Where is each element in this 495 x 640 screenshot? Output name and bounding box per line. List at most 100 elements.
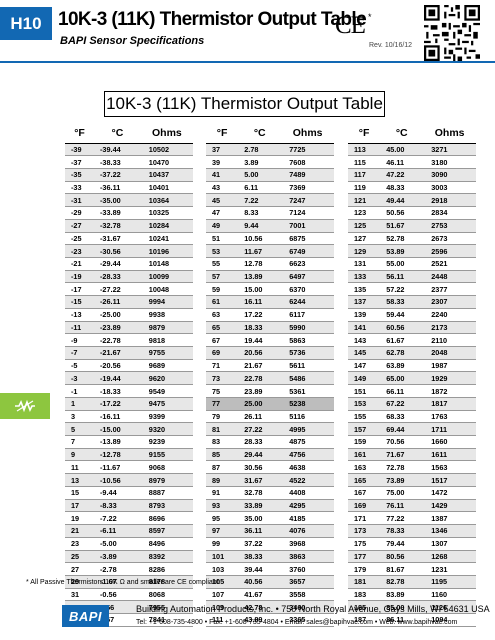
table-row: 125 51.67 2753 bbox=[348, 219, 476, 232]
cell-fahrenheit: -25 bbox=[65, 232, 94, 245]
table-row: 71 21.67 5611 bbox=[206, 359, 334, 372]
cell-ohms: 10241 bbox=[141, 232, 193, 245]
cell-fahrenheit: -39 bbox=[65, 143, 94, 156]
table-row: 89 31.67 4522 bbox=[206, 474, 334, 487]
cell-celsius: -16.11 bbox=[94, 410, 141, 423]
cell-ohms: 2521 bbox=[423, 257, 476, 270]
table-row: -5 -20.56 9689 bbox=[65, 359, 193, 372]
cell-fahrenheit: 1 bbox=[65, 397, 94, 410]
table-row: 167 75.00 1472 bbox=[348, 486, 476, 499]
cell-fahrenheit: 21 bbox=[65, 525, 94, 538]
cell-ohms: 8496 bbox=[141, 537, 193, 550]
cell-ohms: 3558 bbox=[281, 588, 334, 601]
cell-ohms: 9620 bbox=[141, 372, 193, 385]
cell-fahrenheit: 39 bbox=[206, 156, 238, 169]
cell-fahrenheit: -21 bbox=[65, 257, 94, 270]
cell-celsius: 75.00 bbox=[380, 486, 423, 499]
table-row: -7 -21.67 9755 bbox=[65, 347, 193, 360]
cell-ohms: 5361 bbox=[281, 385, 334, 398]
table-row: -29 -33.89 10325 bbox=[65, 207, 193, 220]
cell-fahrenheit: 127 bbox=[348, 232, 380, 245]
table-row: 181 82.78 1195 bbox=[348, 575, 476, 588]
cell-fahrenheit: 3 bbox=[65, 410, 94, 423]
cell-ohms: 8887 bbox=[141, 486, 193, 499]
cell-fahrenheit: 141 bbox=[348, 321, 380, 334]
cell-fahrenheit: 75 bbox=[206, 385, 238, 398]
table-row: 49 9.44 7001 bbox=[206, 219, 334, 232]
cell-fahrenheit: 95 bbox=[206, 512, 238, 525]
table-row: -35 -37.22 10437 bbox=[65, 168, 193, 181]
cell-fahrenheit: 121 bbox=[348, 194, 380, 207]
cell-fahrenheit: 77 bbox=[206, 397, 238, 410]
cell-fahrenheit: -1 bbox=[65, 385, 94, 398]
cell-ohms: 9155 bbox=[141, 448, 193, 461]
cell-celsius: -39.44 bbox=[94, 143, 141, 156]
table-row: 123 50.56 2834 bbox=[348, 207, 476, 220]
table-row: 159 70.56 1660 bbox=[348, 436, 476, 449]
cell-ohms: 5116 bbox=[281, 410, 334, 423]
cell-celsius: -33.89 bbox=[94, 207, 141, 220]
table-row: 43 6.11 7369 bbox=[206, 181, 334, 194]
table-row: 139 59.44 2240 bbox=[348, 308, 476, 321]
cell-fahrenheit: 69 bbox=[206, 347, 238, 360]
cell-fahrenheit: 157 bbox=[348, 423, 380, 436]
cell-ohms: 9320 bbox=[141, 423, 193, 436]
table-row: 137 58.33 2307 bbox=[348, 296, 476, 309]
table-row: 17 -8.33 8793 bbox=[65, 499, 193, 512]
table-row: -19 -28.33 10099 bbox=[65, 270, 193, 283]
cell-celsius: 39.44 bbox=[238, 563, 281, 576]
cell-celsius: 77.22 bbox=[380, 512, 423, 525]
cell-ohms: 7247 bbox=[281, 194, 334, 207]
cell-ohms: 10284 bbox=[141, 219, 193, 232]
cell-celsius: -6.11 bbox=[94, 525, 141, 538]
cell-fahrenheit: -23 bbox=[65, 245, 94, 258]
cell-ohms: 3760 bbox=[281, 563, 334, 576]
table-row: -37 -38.33 10470 bbox=[65, 156, 193, 169]
cell-ohms: 8793 bbox=[141, 499, 193, 512]
table-row: 41 5.00 7489 bbox=[206, 168, 334, 181]
cell-fahrenheit: -29 bbox=[65, 207, 94, 220]
cell-ohms: 5611 bbox=[281, 359, 334, 372]
cell-celsius: 58.33 bbox=[380, 296, 423, 309]
cell-ohms: 7608 bbox=[281, 156, 334, 169]
cell-fahrenheit: 51 bbox=[206, 232, 238, 245]
cell-fahrenheit: 161 bbox=[348, 448, 380, 461]
column-header-ohms: Ohms bbox=[281, 124, 334, 143]
cell-celsius: -35.00 bbox=[94, 194, 141, 207]
cell-celsius: 50.56 bbox=[380, 207, 423, 220]
table-row: 127 52.78 2673 bbox=[348, 232, 476, 245]
cell-fahrenheit: 81 bbox=[206, 423, 238, 436]
cell-celsius: 9.44 bbox=[238, 219, 281, 232]
cell-ohms: 9755 bbox=[141, 347, 193, 360]
cell-celsius: 16.11 bbox=[238, 296, 281, 309]
cell-fahrenheit: 93 bbox=[206, 499, 238, 512]
cell-fahrenheit: 137 bbox=[348, 296, 380, 309]
table-group-3: °F °C Ohms 113 45.00 3271 115 46.11 3180 117 47… bbox=[348, 124, 476, 627]
table-row: -25 -31.67 10241 bbox=[65, 232, 193, 245]
cell-celsius: 31.67 bbox=[238, 474, 281, 487]
table-row: -23 -30.56 10196 bbox=[65, 245, 193, 258]
cell-celsius: 29.44 bbox=[238, 448, 281, 461]
table-row: 135 57.22 2377 bbox=[348, 283, 476, 296]
footer-contact: Tel: +1-608-735-4800 • Fax: +1-608-735-4… bbox=[136, 619, 457, 626]
cell-ohms: 9475 bbox=[141, 397, 193, 410]
cell-fahrenheit: 125 bbox=[348, 219, 380, 232]
cell-ohms: 1231 bbox=[423, 563, 476, 576]
cell-fahrenheit: 129 bbox=[348, 245, 380, 258]
cell-ohms: 3271 bbox=[423, 143, 476, 156]
cell-celsius: 61.67 bbox=[380, 334, 423, 347]
cell-celsius: -32.78 bbox=[94, 219, 141, 232]
table-row: 55 12.78 6623 bbox=[206, 257, 334, 270]
table-row: -39 -39.44 10502 bbox=[65, 143, 193, 156]
table-row: 27 -2.78 8286 bbox=[65, 563, 193, 576]
cell-celsius: 20.56 bbox=[238, 347, 281, 360]
cell-fahrenheit: -27 bbox=[65, 219, 94, 232]
cell-ohms: 1195 bbox=[423, 575, 476, 588]
column-header-f: °F bbox=[348, 124, 380, 143]
cell-fahrenheit: 53 bbox=[206, 245, 238, 258]
cell-ohms: 4185 bbox=[281, 512, 334, 525]
cell-fahrenheit: -35 bbox=[65, 168, 94, 181]
cell-fahrenheit: 171 bbox=[348, 512, 380, 525]
cell-celsius: 13.89 bbox=[238, 270, 281, 283]
cell-celsius: 46.11 bbox=[380, 156, 423, 169]
